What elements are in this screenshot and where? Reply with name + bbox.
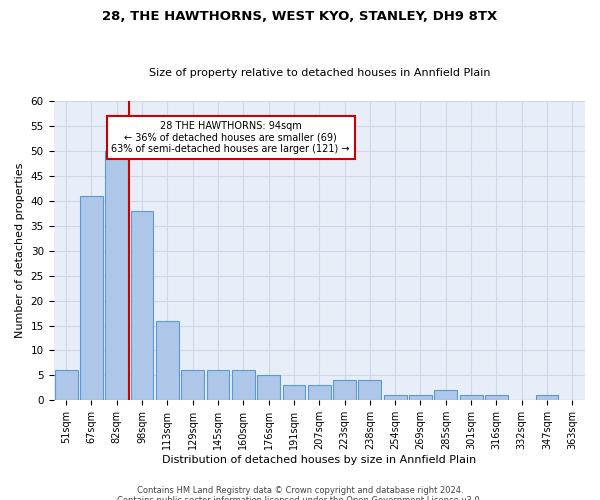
Bar <box>206 370 229 400</box>
Bar <box>409 396 432 400</box>
Bar <box>358 380 381 400</box>
Bar <box>131 211 154 400</box>
Bar <box>283 386 305 400</box>
Title: Size of property relative to detached houses in Annfield Plain: Size of property relative to detached ho… <box>149 68 490 78</box>
Bar <box>434 390 457 400</box>
Text: 28 THE HAWTHORNS: 94sqm
← 36% of detached houses are smaller (69)
63% of semi-de: 28 THE HAWTHORNS: 94sqm ← 36% of detache… <box>112 121 350 154</box>
Bar <box>156 320 179 400</box>
Y-axis label: Number of detached properties: Number of detached properties <box>15 163 25 338</box>
Bar <box>536 396 559 400</box>
Bar <box>181 370 204 400</box>
Bar <box>257 376 280 400</box>
Bar <box>308 386 331 400</box>
Bar <box>333 380 356 400</box>
Text: 28, THE HAWTHORNS, WEST KYO, STANLEY, DH9 8TX: 28, THE HAWTHORNS, WEST KYO, STANLEY, DH… <box>103 10 497 23</box>
Text: Contains public sector information licensed under the Open Government Licence v3: Contains public sector information licen… <box>118 496 482 500</box>
Bar <box>55 370 77 400</box>
Text: Contains HM Land Registry data © Crown copyright and database right 2024.: Contains HM Land Registry data © Crown c… <box>137 486 463 495</box>
Bar <box>384 396 407 400</box>
Bar <box>460 396 482 400</box>
Bar <box>485 396 508 400</box>
X-axis label: Distribution of detached houses by size in Annfield Plain: Distribution of detached houses by size … <box>162 455 476 465</box>
Bar <box>232 370 255 400</box>
Bar <box>106 151 128 400</box>
Bar <box>80 196 103 400</box>
